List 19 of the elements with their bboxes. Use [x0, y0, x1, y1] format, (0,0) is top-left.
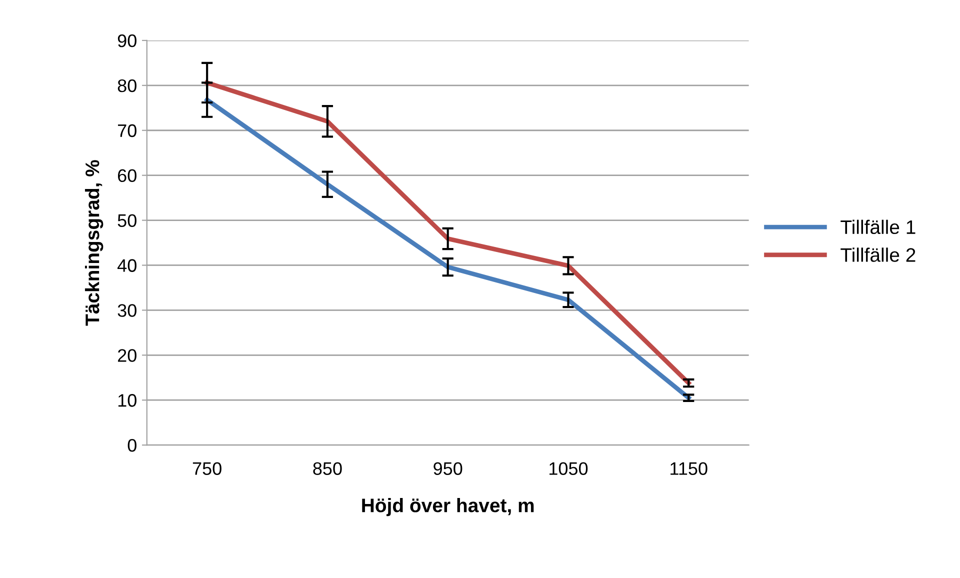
y-tick-label: 0 — [128, 438, 136, 452]
legend-label: Tillfälle 2 — [840, 248, 916, 262]
x-tick-label: 950 — [434, 462, 462, 475]
x-tick-label: 1150 — [670, 462, 708, 475]
y-tick-label: 70 — [118, 124, 136, 138]
y-tick-label: 30 — [118, 304, 136, 317]
y-tick-label: 60 — [118, 169, 136, 182]
y-tick-label: 80 — [118, 79, 136, 92]
x-tick-label: 1050 — [550, 462, 588, 475]
y-tick-label: 90 — [118, 34, 136, 48]
legend-label: Tillfälle 1 — [840, 220, 916, 234]
x-tick-label: 750 — [192, 462, 222, 475]
x-axis-title: Höjd över havet, m — [362, 498, 534, 516]
y-tick-label: 40 — [117, 259, 136, 272]
x-tick-label: 850 — [313, 462, 342, 475]
y-tick-label: 20 — [118, 349, 136, 362]
y-axis-title: Täckningsgrad, % — [84, 160, 104, 326]
y-tick-label: 10 — [118, 394, 136, 407]
y-tick-label: 50 — [118, 214, 136, 227]
